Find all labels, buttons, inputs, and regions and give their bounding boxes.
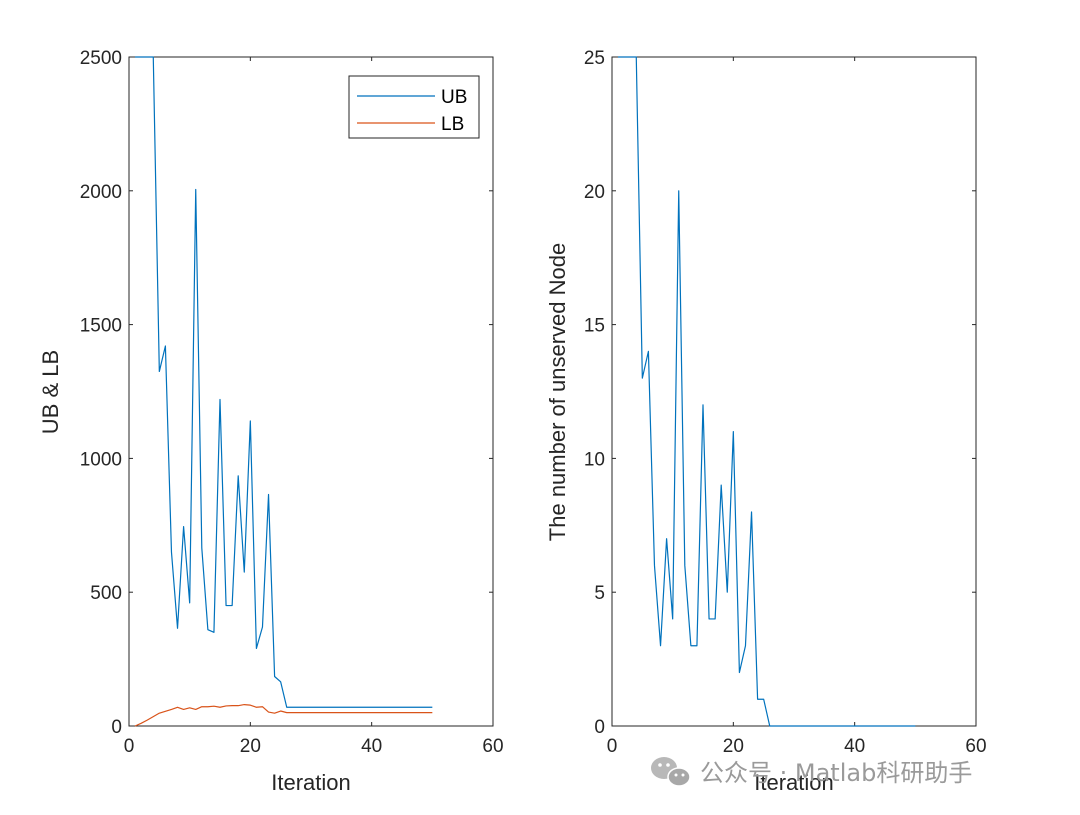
watermark-text: 公众号 · Matlab科研助手 <box>700 759 972 787</box>
unserved-node-plot: 0 20 40 60 0 5 10 15 20 25 Iteration The number o… <box>545 48 987 795</box>
x-axis-label: Iteration <box>271 770 351 795</box>
y-tick-label: 10 <box>584 449 605 470</box>
y-tick-label: 500 <box>90 583 122 604</box>
y-tick-label: 20 <box>584 182 605 203</box>
y-tick-label: 2000 <box>80 182 122 203</box>
y-tick-label: 0 <box>111 717 122 738</box>
tick-group: 0 20 40 60 0 500 1000 1500 2000 2500 <box>80 48 504 757</box>
x-tick-label: 40 <box>844 736 865 757</box>
x-tick-label: 40 <box>361 736 382 757</box>
y-tick-label: 15 <box>584 316 605 337</box>
plot-area <box>611 56 977 727</box>
watermark: 公众号 · Matlab科研助手 <box>651 757 972 787</box>
series-line-ub <box>135 56 433 708</box>
x-tick-label: 60 <box>965 736 986 757</box>
series-line-unserved <box>618 56 916 727</box>
legend: UB LB <box>348 75 480 139</box>
y-tick-label: 1500 <box>80 316 122 337</box>
plot-area <box>128 56 494 727</box>
x-axis-label: Iteration <box>754 770 834 795</box>
y-tick-label: 1000 <box>80 449 122 470</box>
series-line-lb <box>134 703 433 727</box>
x-tick-label: 20 <box>240 736 261 757</box>
x-tick-label: 60 <box>482 736 503 757</box>
legend-label-ub: UB <box>441 87 467 108</box>
legend-label-lb: LB <box>441 114 464 135</box>
x-tick-label: 0 <box>607 736 618 757</box>
y-tick-label: 25 <box>584 48 605 69</box>
x-tick-label: 20 <box>723 736 744 757</box>
y-axis-label: UB & LB <box>38 350 63 434</box>
legend-box <box>348 75 480 139</box>
y-tick-label: 0 <box>594 717 605 738</box>
y-tick-label: 2500 <box>80 48 122 69</box>
series-group <box>618 56 916 727</box>
wechat-icon <box>651 757 691 787</box>
ub-lb-plot: 0 20 40 60 0 500 1000 1500 2000 2500 Iteration UB… <box>38 48 504 795</box>
y-tick-label: 5 <box>594 583 605 604</box>
tick-group: 0 20 40 60 0 5 10 15 20 25 <box>584 48 987 757</box>
y-axis-label: The number of unserved Node <box>545 243 570 541</box>
x-tick-label: 0 <box>124 736 135 757</box>
series-group <box>134 56 433 727</box>
